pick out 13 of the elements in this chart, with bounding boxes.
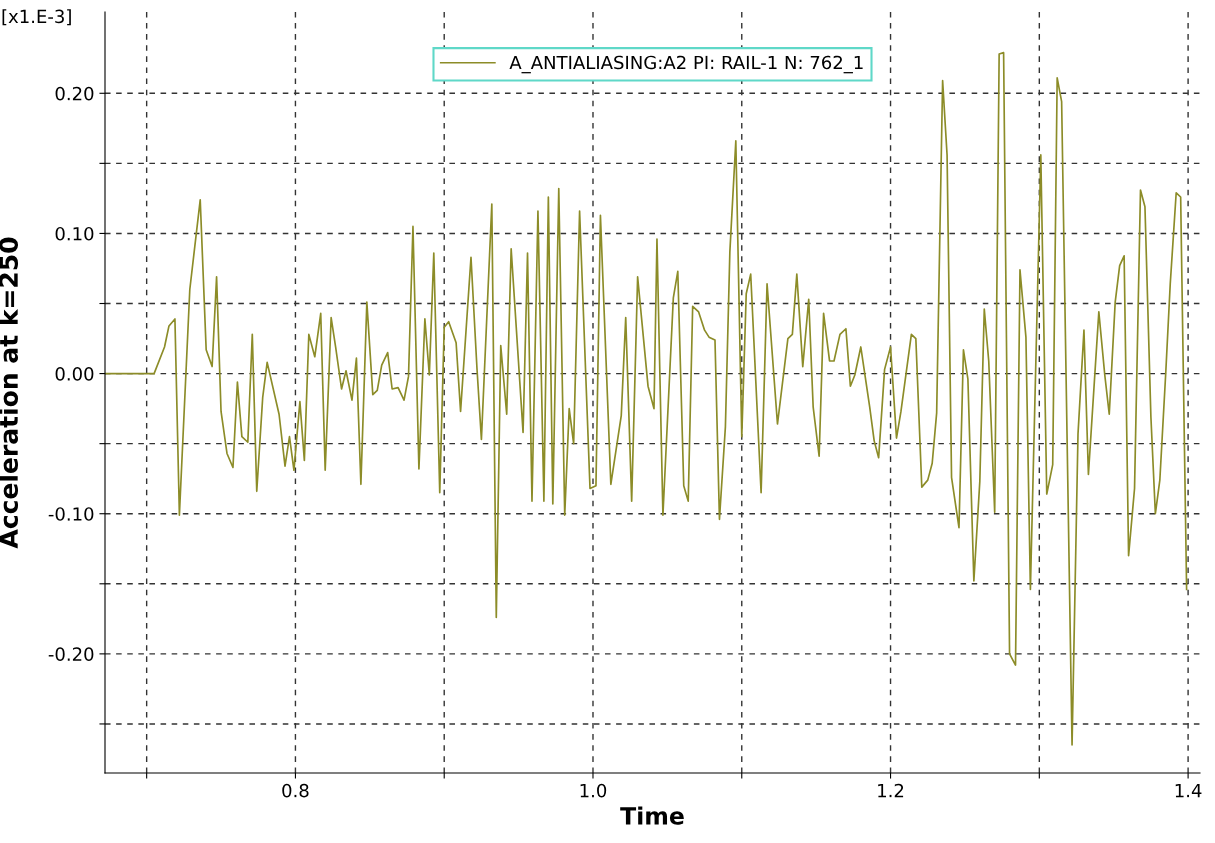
x-tick-label: 1.4	[1175, 783, 1202, 798]
x-tick-label: 1.2	[878, 783, 904, 798]
legend-label: A_ANTIALIASING:A2 PI: RAIL-1 N: 762_1	[509, 55, 863, 74]
y-tick-label: -0.20	[48, 647, 94, 661]
y-tick-label: 0.20	[55, 86, 94, 101]
x-tick-label: 1.0	[580, 783, 607, 798]
x-tick-label: 0.8	[282, 783, 309, 798]
y-tick-label: 0.10	[55, 226, 94, 241]
line-series	[105, 51, 1188, 746]
y-tick-label: -0.10	[48, 507, 94, 521]
x-axis-title: Time	[620, 806, 684, 825]
y-tick-label: 0.00	[55, 367, 94, 381]
text: [x1.E-3]	[2, 9, 71, 26]
